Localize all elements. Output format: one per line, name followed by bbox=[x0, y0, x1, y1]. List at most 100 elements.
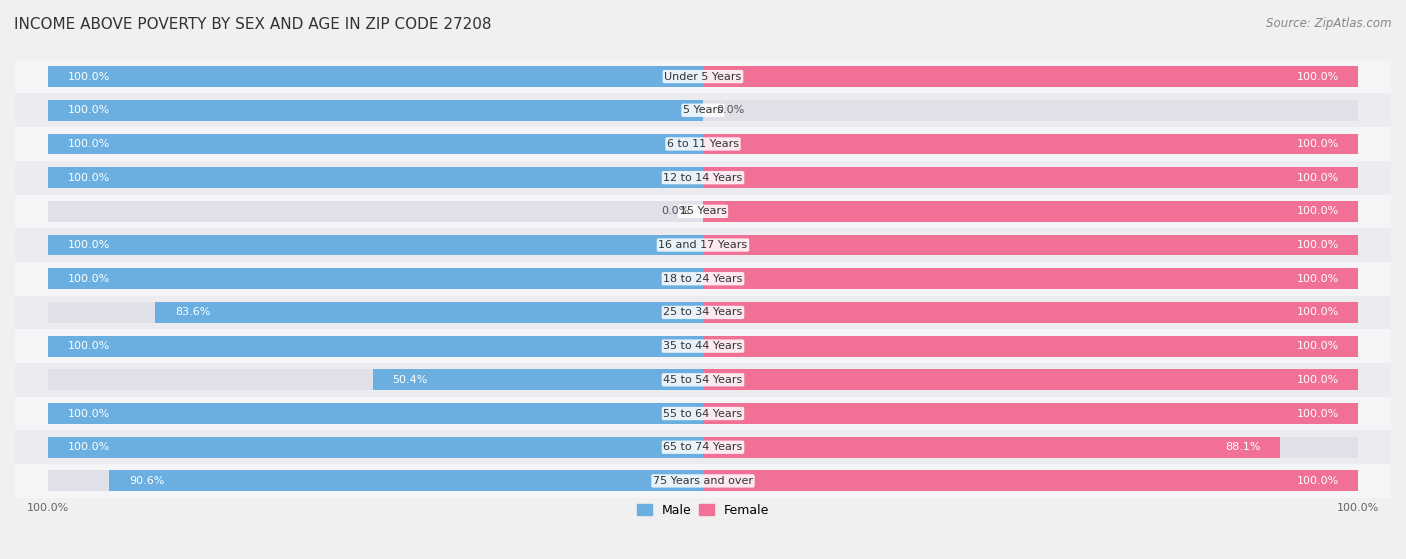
Bar bbox=[703, 235, 1358, 255]
Bar bbox=[703, 336, 1358, 357]
Text: Under 5 Years: Under 5 Years bbox=[665, 72, 741, 82]
Text: 12 to 14 Years: 12 to 14 Years bbox=[664, 173, 742, 183]
Text: 5 Years: 5 Years bbox=[683, 105, 723, 115]
Text: 50.4%: 50.4% bbox=[392, 375, 427, 385]
Bar bbox=[48, 235, 703, 255]
Bar bbox=[48, 302, 703, 323]
Text: 100.0%: 100.0% bbox=[1296, 409, 1339, 419]
Text: 100.0%: 100.0% bbox=[1296, 341, 1339, 351]
Bar bbox=[48, 268, 703, 289]
Text: Source: ZipAtlas.com: Source: ZipAtlas.com bbox=[1267, 17, 1392, 30]
Text: 55 to 64 Years: 55 to 64 Years bbox=[664, 409, 742, 419]
Text: 35 to 44 Years: 35 to 44 Years bbox=[664, 341, 742, 351]
Bar bbox=[703, 235, 1358, 255]
Bar bbox=[48, 134, 703, 154]
Text: 88.1%: 88.1% bbox=[1225, 442, 1261, 452]
Bar bbox=[703, 369, 1358, 390]
Bar bbox=[15, 262, 1391, 296]
Text: 16 and 17 Years: 16 and 17 Years bbox=[658, 240, 748, 250]
Bar bbox=[15, 329, 1391, 363]
Bar bbox=[15, 127, 1391, 161]
Text: 0.0%: 0.0% bbox=[662, 206, 690, 216]
Bar bbox=[15, 93, 1391, 127]
Bar bbox=[48, 66, 703, 87]
Bar bbox=[703, 100, 1358, 121]
Text: 100.0%: 100.0% bbox=[1296, 274, 1339, 284]
Bar bbox=[703, 167, 1358, 188]
Text: 45 to 54 Years: 45 to 54 Years bbox=[664, 375, 742, 385]
Bar bbox=[703, 302, 1358, 323]
Bar bbox=[48, 369, 703, 390]
Text: 6 to 11 Years: 6 to 11 Years bbox=[666, 139, 740, 149]
Bar bbox=[15, 363, 1391, 397]
Text: 90.6%: 90.6% bbox=[129, 476, 165, 486]
Text: 100.0%: 100.0% bbox=[1296, 375, 1339, 385]
Bar bbox=[15, 296, 1391, 329]
Text: 100.0%: 100.0% bbox=[67, 173, 110, 183]
Text: 83.6%: 83.6% bbox=[174, 307, 211, 318]
Bar bbox=[15, 397, 1391, 430]
Legend: Male, Female: Male, Female bbox=[631, 499, 775, 522]
Bar bbox=[48, 134, 703, 154]
Bar bbox=[703, 336, 1358, 357]
Bar bbox=[48, 437, 703, 458]
Bar bbox=[703, 201, 1358, 222]
Bar bbox=[703, 134, 1358, 154]
Bar bbox=[703, 268, 1358, 289]
Bar bbox=[48, 100, 703, 121]
Bar bbox=[48, 403, 703, 424]
Bar bbox=[703, 66, 1358, 87]
Bar bbox=[703, 403, 1358, 424]
Text: 75 Years and over: 75 Years and over bbox=[652, 476, 754, 486]
Text: 100.0%: 100.0% bbox=[1296, 307, 1339, 318]
Text: 100.0%: 100.0% bbox=[67, 442, 110, 452]
Text: 25 to 34 Years: 25 to 34 Years bbox=[664, 307, 742, 318]
Text: 100.0%: 100.0% bbox=[67, 274, 110, 284]
Text: 100.0%: 100.0% bbox=[67, 409, 110, 419]
Bar bbox=[703, 437, 1281, 458]
Bar bbox=[48, 437, 703, 458]
Bar bbox=[703, 369, 1358, 390]
Text: 18 to 24 Years: 18 to 24 Years bbox=[664, 274, 742, 284]
Text: 100.0%: 100.0% bbox=[67, 341, 110, 351]
Text: 100.0%: 100.0% bbox=[67, 105, 110, 115]
Bar bbox=[48, 268, 703, 289]
Bar bbox=[48, 403, 703, 424]
Text: 100.0%: 100.0% bbox=[1296, 139, 1339, 149]
Bar bbox=[15, 430, 1391, 464]
Bar bbox=[703, 302, 1358, 323]
Bar bbox=[48, 100, 703, 121]
Bar bbox=[15, 195, 1391, 228]
Text: 100.0%: 100.0% bbox=[1296, 173, 1339, 183]
Bar bbox=[703, 471, 1358, 491]
Text: 15 Years: 15 Years bbox=[679, 206, 727, 216]
Text: 100.0%: 100.0% bbox=[1296, 476, 1339, 486]
Bar bbox=[15, 60, 1391, 93]
Text: 100.0%: 100.0% bbox=[1296, 206, 1339, 216]
Text: 100.0%: 100.0% bbox=[67, 72, 110, 82]
Bar bbox=[110, 471, 703, 491]
Text: 65 to 74 Years: 65 to 74 Years bbox=[664, 442, 742, 452]
Bar bbox=[48, 336, 703, 357]
Text: 0.0%: 0.0% bbox=[716, 105, 744, 115]
Bar bbox=[48, 235, 703, 255]
Bar bbox=[48, 167, 703, 188]
Text: 100.0%: 100.0% bbox=[67, 240, 110, 250]
Bar bbox=[703, 66, 1358, 87]
Text: 100.0%: 100.0% bbox=[1296, 240, 1339, 250]
Bar bbox=[703, 134, 1358, 154]
Bar bbox=[48, 336, 703, 357]
Bar bbox=[703, 403, 1358, 424]
Bar bbox=[155, 302, 703, 323]
Bar bbox=[703, 201, 1358, 222]
Bar bbox=[15, 161, 1391, 195]
Bar bbox=[48, 201, 703, 222]
Bar bbox=[15, 228, 1391, 262]
Bar bbox=[48, 471, 703, 491]
Bar bbox=[48, 167, 703, 188]
Bar bbox=[703, 437, 1358, 458]
Bar bbox=[703, 167, 1358, 188]
Bar bbox=[48, 66, 703, 87]
Text: INCOME ABOVE POVERTY BY SEX AND AGE IN ZIP CODE 27208: INCOME ABOVE POVERTY BY SEX AND AGE IN Z… bbox=[14, 17, 492, 32]
Bar bbox=[15, 464, 1391, 498]
